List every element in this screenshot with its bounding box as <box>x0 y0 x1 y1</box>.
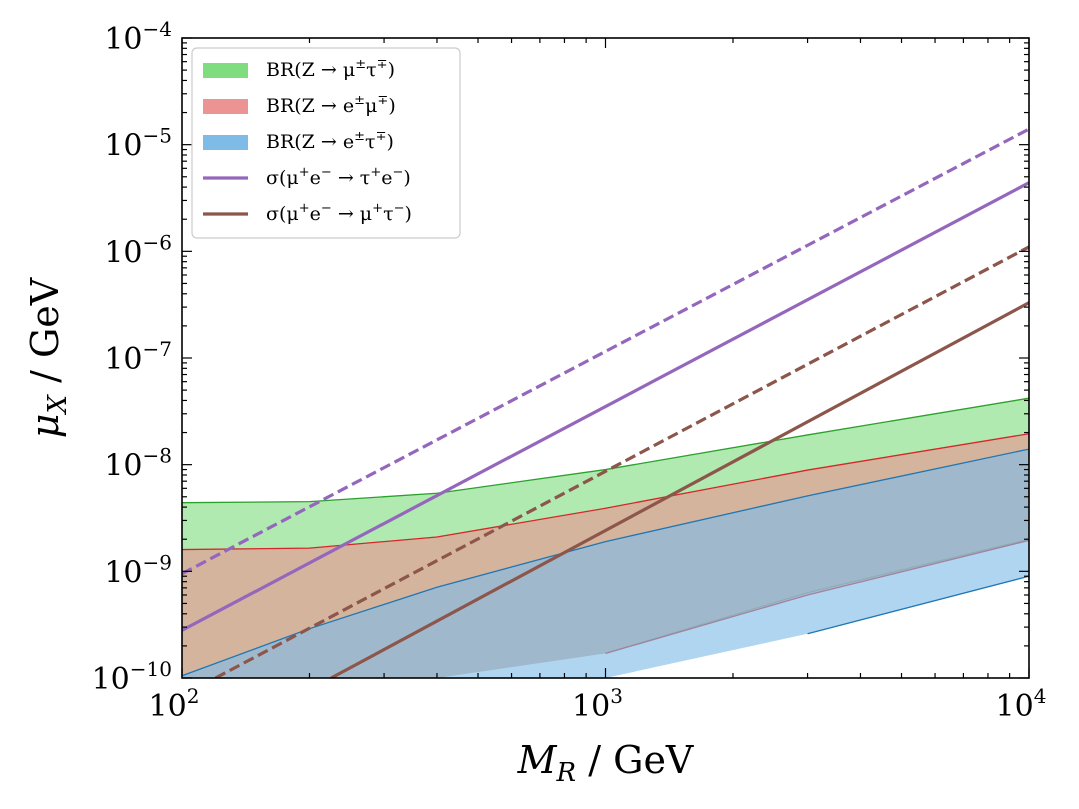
legend-box <box>191 47 461 239</box>
y-tick-label: 10−8 <box>104 444 172 484</box>
lines-layer <box>182 127 1029 678</box>
y-axis-label: μX / GeV <box>23 277 73 438</box>
axis-labels: MR / GeV μX / GeV <box>23 277 694 788</box>
legend-label-1: BR(Z → e±μ∓) <box>266 93 396 117</box>
band-upper-edge-2 <box>181 448 1030 677</box>
legend-label-4: σ(μ+e− → μ+τ−) <box>266 201 412 225</box>
x-tick-label: 104 <box>996 684 1047 724</box>
bands-layer <box>181 397 1030 678</box>
band-upper-edge-1 <box>181 433 1030 551</box>
band-2 <box>182 449 1029 678</box>
ticks-layer: 102 103 104 10−10 10−9 10−8 10−7 10−6 10−5 10−4 <box>92 17 1047 724</box>
y-tick-label: 10−9 <box>104 550 172 590</box>
series-line-3 <box>330 301 1029 678</box>
y-tick-label: 10−7 <box>104 337 172 377</box>
legend: BR(Z → μ±τ∓) BR(Z → e±μ∓) BR(Z → e±τ∓) σ(μ+… <box>191 47 461 239</box>
y-tick-label: 10−5 <box>104 124 172 164</box>
x-tick-label: 102 <box>149 684 200 724</box>
x-axis-label: MR / GeV <box>517 738 694 788</box>
legend-label-0: BR(Z → μ±τ∓) <box>266 57 395 81</box>
legend-label-2: BR(Z → e±τ∓) <box>266 129 394 153</box>
y-tick-label: 10−6 <box>104 230 172 270</box>
series-line-1 <box>182 181 1029 632</box>
legend-swatch-0 <box>203 63 248 78</box>
series-line-2 <box>214 245 1029 678</box>
y-tick-label: 10−4 <box>104 17 172 57</box>
legend-label-3: σ(μ+e− → τ+e−) <box>266 165 411 189</box>
band-lower-edge-2 <box>807 575 1029 635</box>
legend-swatch-1 <box>203 99 248 114</box>
band-upper-edge-0 <box>181 397 1030 504</box>
x-tick-label: 103 <box>572 684 623 724</box>
y-tick-label: 10−10 <box>92 657 172 697</box>
legend-swatch-2 <box>203 135 248 150</box>
